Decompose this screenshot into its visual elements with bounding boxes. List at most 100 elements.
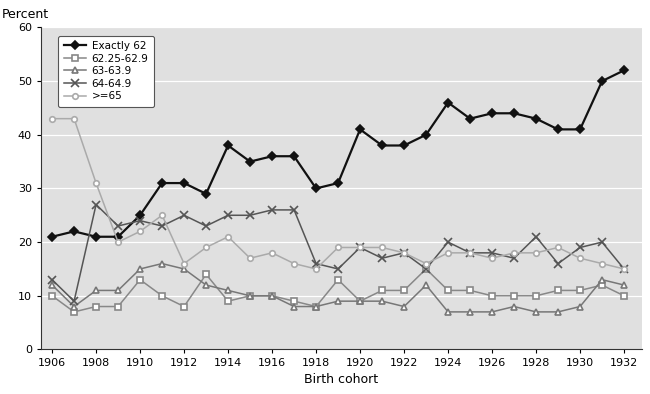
64-64.9 (290, 208, 298, 212)
Exactly 62 (268, 154, 276, 159)
62.25-62.9 (620, 294, 628, 298)
63-63.9 (290, 304, 298, 309)
63-63.9 (488, 310, 496, 314)
63-63.9 (356, 299, 364, 303)
62.25-62.9 (224, 299, 232, 303)
>=65 (224, 234, 232, 239)
64-64.9 (70, 299, 78, 303)
62.25-62.9 (598, 282, 606, 287)
Line: Exactly 62: Exactly 62 (49, 67, 627, 240)
Exactly 62 (92, 234, 100, 239)
63-63.9 (268, 294, 276, 298)
62.25-62.9 (334, 277, 342, 282)
64-64.9 (488, 251, 496, 255)
63-63.9 (158, 261, 166, 266)
63-63.9 (312, 304, 320, 309)
64-64.9 (202, 224, 210, 229)
>=65 (268, 251, 276, 255)
Exactly 62 (180, 181, 188, 186)
63-63.9 (136, 267, 144, 271)
Exactly 62 (620, 68, 628, 73)
63-63.9 (598, 277, 606, 282)
62.25-62.9 (356, 299, 364, 303)
62.25-62.9 (488, 294, 496, 298)
>=65 (466, 251, 474, 255)
Exactly 62 (224, 143, 232, 148)
63-63.9 (620, 282, 628, 287)
64-64.9 (224, 213, 232, 217)
Exactly 62 (532, 116, 540, 121)
62.25-62.9 (444, 288, 452, 293)
64-64.9 (312, 261, 320, 266)
Text: Percent: Percent (2, 8, 49, 21)
Exactly 62 (114, 234, 122, 239)
62.25-62.9 (136, 277, 144, 282)
63-63.9 (532, 310, 540, 314)
64-64.9 (532, 234, 540, 239)
62.25-62.9 (510, 294, 518, 298)
>=65 (400, 251, 408, 255)
64-64.9 (466, 251, 474, 255)
>=65 (290, 261, 298, 266)
64-64.9 (268, 208, 276, 212)
64-64.9 (444, 240, 452, 245)
>=65 (202, 245, 210, 250)
Line: 64-64.9: 64-64.9 (48, 201, 629, 305)
Exactly 62 (554, 127, 562, 132)
64-64.9 (114, 224, 122, 229)
63-63.9 (466, 310, 474, 314)
62.25-62.9 (422, 267, 430, 271)
64-64.9 (620, 267, 628, 271)
X-axis label: Birth cohort: Birth cohort (304, 373, 378, 386)
Legend: Exactly 62, 62.25-62.9, 63-63.9, 64-64.9, >=65: Exactly 62, 62.25-62.9, 63-63.9, 64-64.9… (58, 36, 153, 107)
63-63.9 (510, 304, 518, 309)
64-64.9 (576, 245, 584, 250)
62.25-62.9 (532, 294, 540, 298)
Exactly 62 (290, 154, 298, 159)
63-63.9 (114, 288, 122, 293)
>=65 (136, 229, 144, 234)
63-63.9 (378, 299, 386, 303)
Exactly 62 (422, 132, 430, 137)
62.25-62.9 (114, 304, 122, 309)
62.25-62.9 (312, 304, 320, 309)
64-64.9 (554, 261, 562, 266)
63-63.9 (70, 304, 78, 309)
Line: 62.25-62.9: 62.25-62.9 (49, 266, 627, 315)
62.25-62.9 (48, 294, 56, 298)
>=65 (444, 251, 452, 255)
>=65 (92, 181, 100, 186)
Exactly 62 (488, 111, 496, 116)
63-63.9 (554, 310, 562, 314)
62.25-62.9 (400, 288, 408, 293)
Exactly 62 (202, 191, 210, 196)
62.25-62.9 (246, 294, 254, 298)
Exactly 62 (136, 213, 144, 217)
>=65 (554, 245, 562, 250)
64-64.9 (334, 267, 342, 271)
>=65 (114, 240, 122, 245)
63-63.9 (180, 267, 188, 271)
>=65 (532, 251, 540, 255)
64-64.9 (48, 277, 56, 282)
>=65 (422, 261, 430, 266)
63-63.9 (444, 310, 452, 314)
>=65 (158, 213, 166, 217)
Exactly 62 (378, 143, 386, 148)
Exactly 62 (466, 116, 474, 121)
64-64.9 (510, 256, 518, 260)
Exactly 62 (510, 111, 518, 116)
62.25-62.9 (378, 288, 386, 293)
>=65 (378, 245, 386, 250)
62.25-62.9 (576, 288, 584, 293)
62.25-62.9 (466, 288, 474, 293)
>=65 (246, 256, 254, 260)
>=65 (180, 261, 188, 266)
>=65 (334, 245, 342, 250)
Exactly 62 (48, 234, 56, 239)
62.25-62.9 (180, 304, 188, 309)
>=65 (510, 251, 518, 255)
64-64.9 (400, 251, 408, 255)
Exactly 62 (158, 181, 166, 186)
63-63.9 (92, 288, 100, 293)
